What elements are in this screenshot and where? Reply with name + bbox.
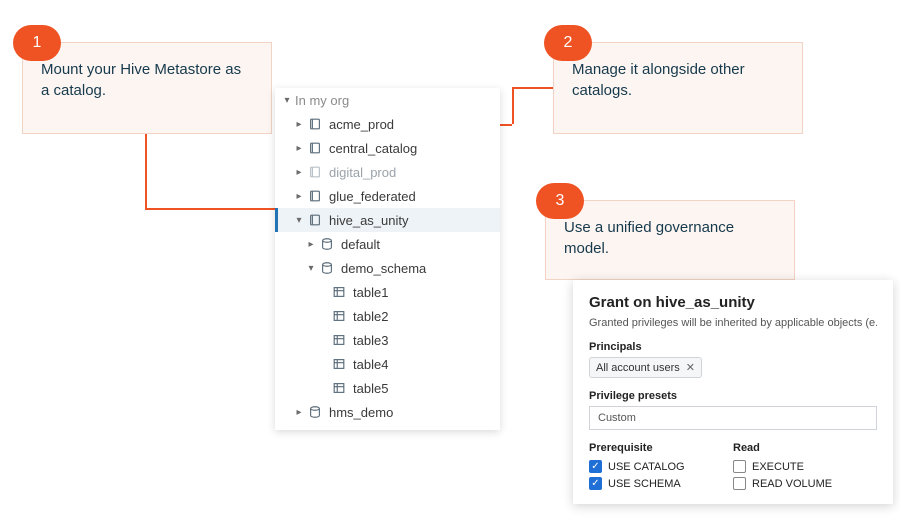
catalog-delta-icon bbox=[307, 164, 323, 180]
principals-label: Principals bbox=[589, 341, 877, 353]
callout-2-text: Manage it alongside other catalogs. bbox=[572, 61, 745, 99]
chevron-right-icon: ▸ bbox=[293, 167, 305, 178]
tree-item-table1[interactable]: table1 bbox=[275, 280, 500, 304]
read-column: Read EXECUTE READ VOLUME bbox=[733, 442, 877, 494]
cb-read-volume[interactable]: READ VOLUME bbox=[733, 477, 877, 490]
tree-item-table4[interactable]: table4 bbox=[275, 352, 500, 376]
grant-subtitle: Granted privileges will be inherited by … bbox=[589, 317, 877, 329]
tree-label: table3 bbox=[353, 333, 388, 348]
principal-chip[interactable]: All account users ✕ bbox=[589, 357, 702, 378]
catalog-browser-panel: ▾ In my org ▸ acme_prod ▸ central_catalo… bbox=[275, 88, 500, 430]
table-icon bbox=[331, 284, 347, 300]
cb-use-catalog[interactable]: ✓ USE CATALOG bbox=[589, 460, 733, 473]
schema-icon bbox=[319, 236, 335, 252]
checkbox-checked-icon: ✓ bbox=[589, 477, 602, 490]
cb-label: READ VOLUME bbox=[752, 478, 832, 490]
tree-item-acme-prod[interactable]: ▸ acme_prod bbox=[275, 112, 500, 136]
chevron-right-icon: ▸ bbox=[293, 143, 305, 154]
tree-label: table2 bbox=[353, 309, 388, 324]
tree-label: glue_federated bbox=[329, 189, 416, 204]
tree-label: demo_schema bbox=[341, 261, 426, 276]
callout-1: 1 Mount your Hive Metastore as a catalog… bbox=[22, 42, 272, 134]
chevron-right-icon: ▸ bbox=[305, 239, 317, 250]
checkbox-checked-icon: ✓ bbox=[589, 460, 602, 473]
connector-1-h bbox=[145, 208, 282, 210]
tree-org-label: In my org bbox=[295, 93, 349, 108]
callout-1-badge: 1 bbox=[13, 25, 61, 61]
table-icon bbox=[331, 332, 347, 348]
callout-2-badge: 2 bbox=[544, 25, 592, 61]
table-icon bbox=[331, 356, 347, 372]
tree-label: table5 bbox=[353, 381, 388, 396]
table-icon bbox=[331, 308, 347, 324]
catalog-icon bbox=[307, 188, 323, 204]
callout-3: 3 Use a unified governance model. bbox=[545, 200, 795, 280]
checkbox-unchecked-icon bbox=[733, 477, 746, 490]
table-icon bbox=[331, 380, 347, 396]
principal-chip-text: All account users bbox=[596, 362, 680, 374]
tree-item-default[interactable]: ▸ default bbox=[275, 232, 500, 256]
chevron-right-icon: ▸ bbox=[293, 119, 305, 130]
tree-item-table2[interactable]: table2 bbox=[275, 304, 500, 328]
schema-icon bbox=[319, 260, 335, 276]
grant-panel: Grant on hive_as_unity Granted privilege… bbox=[573, 280, 893, 504]
callout-3-badge: 3 bbox=[536, 183, 584, 219]
cb-execute[interactable]: EXECUTE bbox=[733, 460, 877, 473]
tree-label: default bbox=[341, 237, 380, 252]
checkbox-unchecked-icon bbox=[733, 460, 746, 473]
tree-label: central_catalog bbox=[329, 141, 417, 156]
tree-item-hive-as-unity[interactable]: ▾ hive_as_unity bbox=[275, 208, 500, 232]
tree-label: table1 bbox=[353, 285, 388, 300]
preset-select[interactable]: Custom bbox=[589, 406, 877, 430]
callout-2: 2 Manage it alongside other catalogs. bbox=[553, 42, 803, 134]
tree-label: digital_prod bbox=[329, 165, 396, 180]
callout-1-text: Mount your Hive Metastore as a catalog. bbox=[41, 61, 241, 99]
tree-item-table3[interactable]: table3 bbox=[275, 328, 500, 352]
connector-2-v bbox=[512, 87, 514, 124]
chevron-down-icon: ▾ bbox=[281, 95, 293, 106]
catalog-icon bbox=[307, 116, 323, 132]
chevron-down-icon: ▾ bbox=[293, 215, 305, 226]
callout-3-text: Use a unified governance model. bbox=[564, 219, 734, 257]
tree-item-demo-schema[interactable]: ▾ demo_schema bbox=[275, 256, 500, 280]
connector-1-v bbox=[145, 134, 147, 208]
schema-icon bbox=[307, 404, 323, 420]
close-icon[interactable]: ✕ bbox=[686, 361, 695, 374]
chevron-right-icon: ▸ bbox=[293, 191, 305, 202]
grant-title: Grant on hive_as_unity bbox=[589, 294, 877, 311]
preset-value: Custom bbox=[598, 412, 636, 424]
connector-2-h2 bbox=[512, 87, 553, 89]
tree-label: hive_as_unity bbox=[329, 213, 409, 228]
tree-item-table5[interactable]: table5 bbox=[275, 376, 500, 400]
cb-label: USE CATALOG bbox=[608, 461, 685, 473]
tree-label: acme_prod bbox=[329, 117, 394, 132]
catalog-icon bbox=[307, 140, 323, 156]
chevron-down-icon: ▾ bbox=[305, 263, 317, 274]
tree-item-central-catalog[interactable]: ▸ central_catalog bbox=[275, 136, 500, 160]
tree-item-glue-federated[interactable]: ▸ glue_federated bbox=[275, 184, 500, 208]
cb-label: EXECUTE bbox=[752, 461, 804, 473]
prereq-column: Prerequisite ✓ USE CATALOG ✓ USE SCHEMA bbox=[589, 442, 733, 494]
catalog-icon bbox=[307, 212, 323, 228]
privilege-columns: Prerequisite ✓ USE CATALOG ✓ USE SCHEMA … bbox=[589, 442, 877, 494]
presets-label: Privilege presets bbox=[589, 390, 877, 402]
tree-label: hms_demo bbox=[329, 405, 393, 420]
chevron-right-icon: ▸ bbox=[293, 407, 305, 418]
tree-label: table4 bbox=[353, 357, 388, 372]
cb-use-schema[interactable]: ✓ USE SCHEMA bbox=[589, 477, 733, 490]
tree-item-hms-demo[interactable]: ▸ hms_demo bbox=[275, 400, 500, 424]
tree-item-digital-prod[interactable]: ▸ digital_prod bbox=[275, 160, 500, 184]
cb-label: USE SCHEMA bbox=[608, 478, 681, 490]
prereq-header: Prerequisite bbox=[589, 442, 733, 454]
tree-org-row[interactable]: ▾ In my org bbox=[275, 88, 500, 112]
read-header: Read bbox=[733, 442, 877, 454]
